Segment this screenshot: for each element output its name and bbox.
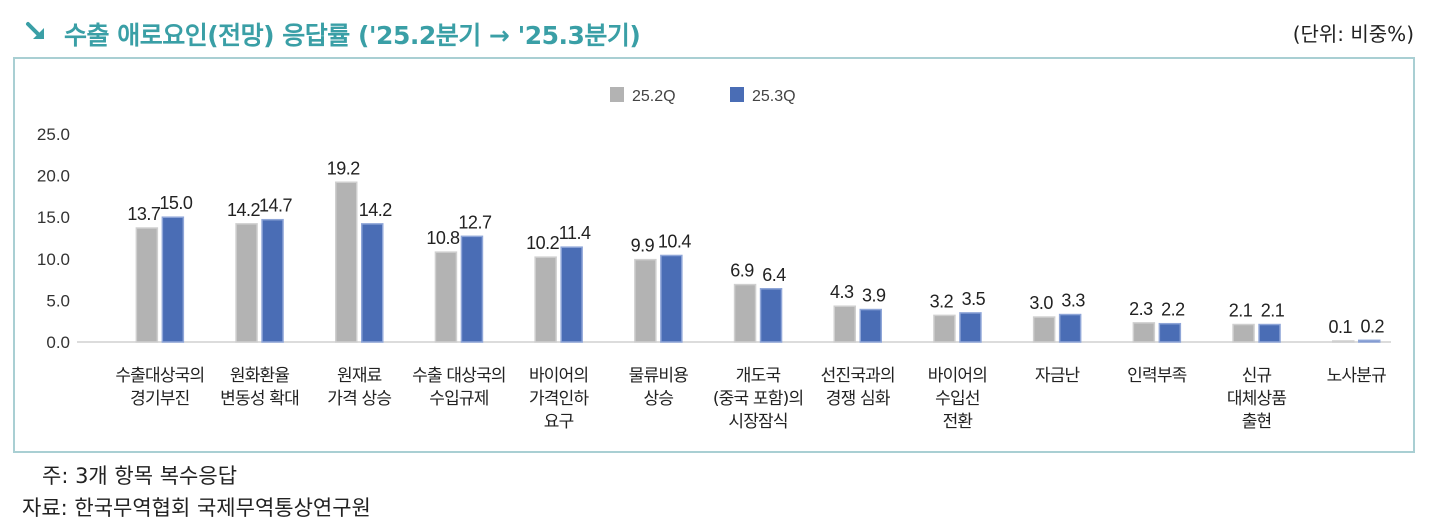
bar-25.3Q-7: [859, 308, 882, 343]
bar-25.3Q-10: [1158, 322, 1182, 343]
bar-25.2Q-8: [933, 314, 956, 343]
bar-25.3Q-0: [161, 216, 185, 343]
data-label-25.2Q-7: 4.3: [830, 282, 854, 302]
data-label-25.2Q-2: 19.2: [327, 158, 361, 178]
x-tick-label: 인력부족: [1127, 366, 1187, 386]
x-tick-label: 노사분규: [1327, 366, 1387, 386]
data-label-25.2Q-6: 6.9: [730, 261, 754, 281]
chart-frame: 0.0 5.0 10.0 15.0 20.0 25.0 25.2Q 25.3Q 13.7 15.0…: [13, 57, 1415, 453]
bar-25.3Q-1: [261, 218, 284, 343]
bar-25.3Q-2: [361, 223, 384, 343]
data-label-25.2Q-0: 13.7: [127, 204, 161, 224]
data-label-25.3Q-10: 2.2: [1161, 300, 1185, 320]
x-tick-label: 경쟁 심화: [826, 389, 891, 409]
footnote: 주: 3개 항목 복수응답: [42, 464, 238, 488]
data-label-25.3Q-3: 12.7: [458, 212, 492, 232]
bar-25.2Q-3: [434, 251, 458, 343]
bar-25.2Q-4: [534, 256, 557, 343]
bar-25.2Q-5: [634, 258, 657, 343]
x-tick-label: 경기부진: [130, 389, 189, 409]
y-tick-label: 15.0: [37, 208, 70, 227]
y-tick-label: 20.0: [37, 167, 70, 186]
x-tick-label: 상승: [644, 389, 674, 409]
legend-swatch-25.2Q: [610, 87, 624, 102]
bar-25.2Q-1: [235, 223, 258, 343]
x-tick-label: 물류비용: [629, 366, 689, 386]
y-tick-label: 0.0: [46, 333, 70, 352]
data-label-25.3Q-11: 2.1: [1261, 301, 1285, 321]
bar-25.3Q-4: [560, 246, 583, 343]
bar-25.3Q-8: [959, 312, 982, 343]
bar-25.3Q-3: [460, 235, 484, 343]
title-row: 수출 애로요인(전망) 응답률 ('25.2분기 → '25.3분기) (단위:…: [24, 12, 1414, 52]
x-tick-label: 변동성 확대: [220, 389, 299, 409]
x-tick-label: 원화환율: [230, 366, 290, 386]
x-tick-label: 가격인하: [529, 389, 590, 409]
bar-chart: 0.05.010.015.020.025.025.2Q 25.3Q13.715.0…: [37, 87, 1391, 432]
data-label-25.3Q-5: 10.4: [658, 231, 692, 251]
data-label-25.2Q-8: 3.2: [930, 291, 954, 311]
x-tick-label: 수입규제: [429, 389, 488, 409]
data-label-25.2Q-10: 2.3: [1129, 299, 1153, 319]
x-tick-label: 요구: [544, 412, 574, 432]
x-tick-label: 원재료: [337, 366, 382, 386]
y-tick-label: 25.0: [37, 125, 70, 144]
bar-25.3Q-11: [1258, 323, 1281, 343]
x-tick-label: 수출대상국의: [115, 366, 204, 386]
bar-25.2Q-12: [1332, 340, 1355, 343]
x-tick-label: 자금난: [1035, 366, 1081, 386]
unit-label: (단위: 비중%): [1292, 22, 1414, 46]
data-label-25.2Q-11: 2.1: [1229, 301, 1253, 321]
x-tick-label: (중국 포함)의: [713, 389, 803, 409]
x-tick-label: 출현: [1242, 412, 1272, 432]
data-label-25.3Q-1: 14.7: [259, 196, 293, 216]
bar-25.2Q-0: [135, 227, 159, 343]
data-label-25.3Q-8: 3.5: [962, 289, 986, 309]
data-label-25.3Q-12: 0.2: [1360, 316, 1384, 336]
bar-25.3Q-6: [759, 288, 783, 343]
page-title: 수출 애로요인(전망) 응답률 ('25.2분기 → '25.3분기): [64, 21, 641, 50]
bar-25.3Q-12: [1358, 339, 1381, 343]
x-tick-label: 바이어의: [529, 366, 588, 386]
data-label-25.3Q-2: 14.2: [359, 200, 393, 220]
data-label-25.2Q-5: 9.9: [631, 236, 655, 256]
data-label-25.3Q-6: 6.4: [762, 265, 786, 285]
y-tick-label: 5.0: [46, 291, 70, 310]
bar-25.2Q-7: [833, 305, 856, 343]
data-label-25.2Q-1: 14.2: [227, 200, 261, 220]
data-label-25.3Q-0: 15.0: [159, 193, 193, 213]
bar-25.2Q-2: [335, 181, 358, 343]
legend-swatch-25.3Q: [730, 87, 744, 102]
arrow-down-right-icon: [26, 22, 44, 39]
data-label-25.2Q-9: 3.0: [1029, 293, 1053, 313]
x-tick-label: 수입선: [935, 389, 980, 409]
bar-25.3Q-5: [660, 254, 683, 343]
data-label-25.3Q-4: 11.4: [559, 223, 591, 243]
bar-25.2Q-11: [1232, 323, 1255, 343]
source-note: 자료: 한국무역협회 국제무역통상연구원: [22, 496, 371, 520]
legend-label-25.3Q: 25.3Q: [752, 88, 796, 105]
bar-25.3Q-9: [1058, 313, 1082, 343]
data-label-25.2Q-3: 10.8: [426, 228, 460, 248]
x-tick-label: 선진국과의: [821, 366, 895, 386]
x-tick-label: 신규: [1242, 366, 1272, 386]
data-label-25.2Q-12: 0.1: [1328, 317, 1352, 337]
x-tick-label: 가격 상승: [327, 389, 391, 409]
x-tick-label: 대체상품: [1227, 389, 1287, 409]
x-tick-label: 전환: [943, 412, 973, 432]
data-label-25.2Q-4: 10.2: [526, 233, 560, 253]
x-tick-label: 수출 대상국의: [412, 366, 506, 386]
x-tick-label: 바이어의: [928, 366, 987, 386]
x-tick-label: 시장잠식: [728, 412, 787, 432]
bar-25.2Q-9: [1032, 316, 1056, 343]
data-label-25.3Q-7: 3.9: [862, 286, 886, 306]
x-tick-label: 개도국: [736, 366, 781, 386]
y-tick-label: 10.0: [37, 250, 70, 269]
bar-25.2Q-10: [1132, 322, 1156, 343]
legend-label-25.2Q: 25.2Q: [632, 88, 676, 105]
data-label-25.3Q-9: 3.3: [1061, 291, 1085, 311]
bar-25.2Q-6: [733, 283, 757, 343]
